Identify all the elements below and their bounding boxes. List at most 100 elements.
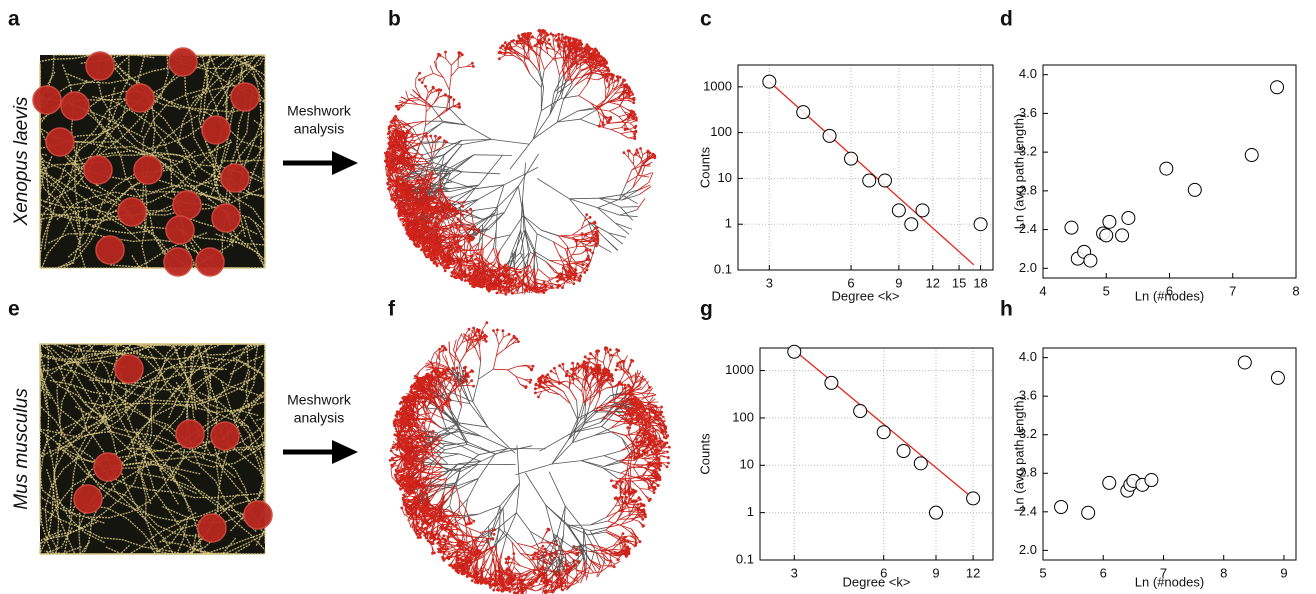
node xyxy=(556,275,559,278)
nucleus xyxy=(198,514,226,542)
node xyxy=(388,180,391,183)
node xyxy=(489,270,492,273)
node xyxy=(596,236,599,239)
edge xyxy=(580,119,597,126)
node xyxy=(487,286,490,289)
node xyxy=(498,287,501,290)
node xyxy=(584,234,587,237)
nucleus xyxy=(84,156,112,184)
node xyxy=(452,214,455,217)
edge xyxy=(425,73,433,76)
node xyxy=(456,249,459,252)
node xyxy=(500,290,503,293)
node xyxy=(434,135,437,138)
node xyxy=(463,201,466,204)
edge xyxy=(413,231,414,240)
node xyxy=(445,206,448,209)
node xyxy=(585,213,588,216)
node xyxy=(632,101,635,104)
node xyxy=(404,227,407,230)
edge xyxy=(533,111,541,140)
nucleus xyxy=(196,248,224,276)
node xyxy=(595,59,598,62)
node xyxy=(623,79,626,82)
nucleus xyxy=(118,198,146,226)
edge xyxy=(427,122,442,132)
node xyxy=(469,208,472,211)
edge xyxy=(572,235,583,237)
node xyxy=(423,251,426,254)
node xyxy=(387,187,390,190)
node xyxy=(616,75,619,78)
node xyxy=(444,51,447,54)
node xyxy=(402,191,405,194)
edge xyxy=(496,230,497,248)
node xyxy=(570,273,573,276)
node xyxy=(617,79,620,82)
node xyxy=(572,282,575,285)
node xyxy=(545,285,548,288)
edge xyxy=(510,139,533,169)
node xyxy=(394,119,397,122)
node xyxy=(528,34,531,37)
node xyxy=(579,43,582,46)
node xyxy=(579,39,582,42)
node xyxy=(460,274,463,277)
node xyxy=(561,286,564,289)
node xyxy=(402,187,405,190)
nucleus xyxy=(166,216,194,244)
edge xyxy=(561,96,579,99)
node xyxy=(439,89,442,92)
node xyxy=(420,226,423,229)
edge xyxy=(599,195,622,199)
node xyxy=(585,51,588,54)
node xyxy=(543,281,546,284)
node xyxy=(636,149,639,152)
node xyxy=(455,276,458,279)
edge xyxy=(546,262,555,273)
node xyxy=(603,58,606,61)
node xyxy=(422,220,425,223)
node xyxy=(426,241,429,244)
edge xyxy=(621,134,628,138)
node xyxy=(561,33,564,36)
node xyxy=(555,34,558,37)
edge xyxy=(572,229,581,235)
node xyxy=(395,105,398,108)
node xyxy=(504,269,507,272)
node xyxy=(411,204,414,207)
node xyxy=(517,275,520,278)
edge xyxy=(444,78,450,91)
edge xyxy=(465,221,473,224)
edge xyxy=(615,223,629,234)
node xyxy=(530,288,533,291)
node xyxy=(385,159,388,162)
edge xyxy=(604,80,606,88)
edge xyxy=(573,263,582,264)
node xyxy=(396,147,399,150)
node xyxy=(461,205,464,208)
node xyxy=(604,73,607,76)
edge xyxy=(518,154,538,186)
node xyxy=(429,209,432,212)
node xyxy=(436,216,439,219)
edge xyxy=(437,110,445,117)
node xyxy=(447,267,450,270)
edge xyxy=(587,74,591,84)
node xyxy=(413,168,416,171)
edge xyxy=(572,247,576,254)
edge xyxy=(482,249,483,260)
nucleus xyxy=(86,52,114,80)
node xyxy=(574,44,577,47)
edge xyxy=(569,198,599,199)
node xyxy=(458,105,461,108)
edge xyxy=(475,207,498,210)
nucleus xyxy=(61,92,89,120)
node xyxy=(635,119,638,122)
node xyxy=(444,94,447,97)
node xyxy=(606,121,609,124)
edge xyxy=(436,196,437,205)
edge xyxy=(537,45,538,56)
